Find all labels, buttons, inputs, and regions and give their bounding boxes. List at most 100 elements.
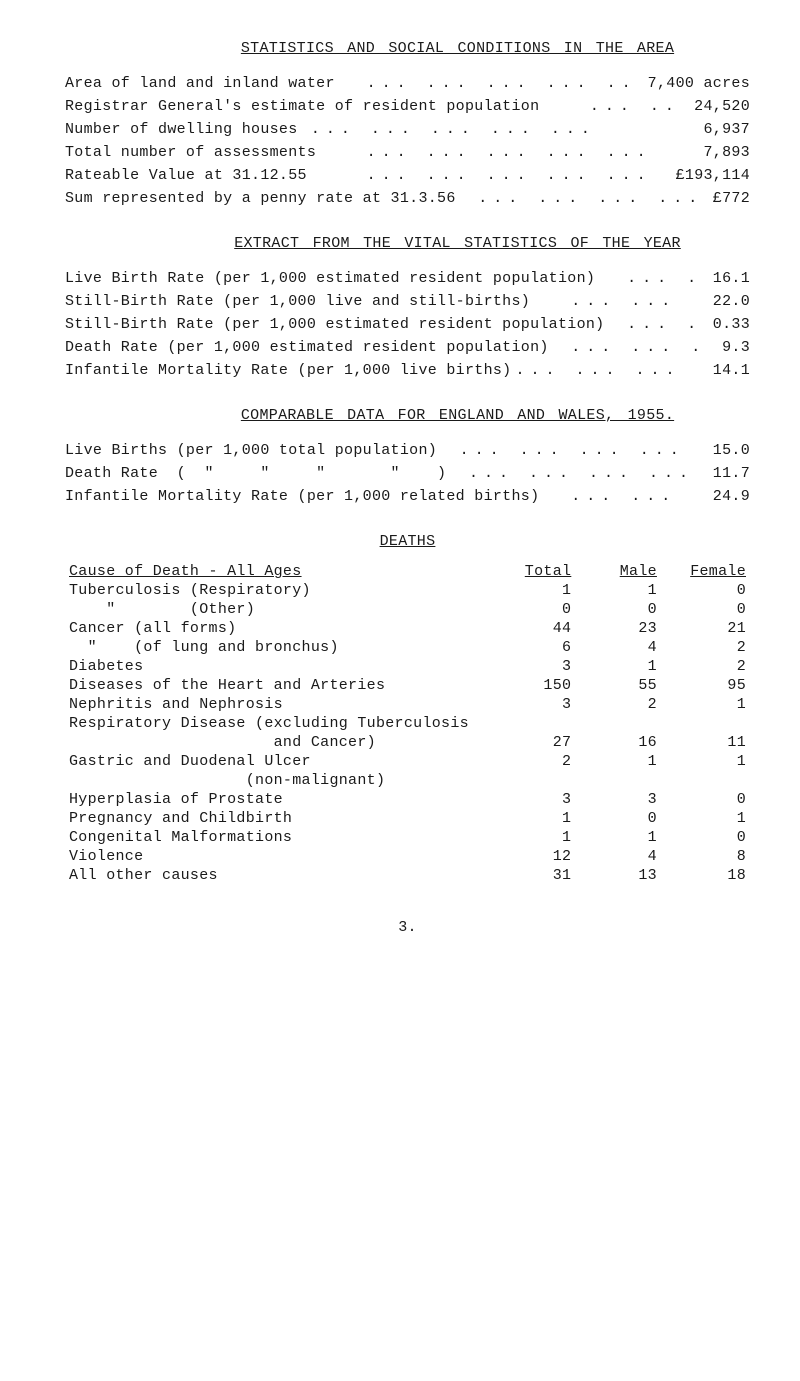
stat-value: 6,937 — [685, 121, 750, 138]
stat-label: Number of dwelling houses — [65, 121, 307, 138]
area-stats-block: Area of land and inland water ... ... ..… — [65, 75, 750, 207]
dot-leader: ... ... ... ... ... — [623, 270, 694, 287]
table-row: Tuberculosis (Respiratory)110 — [65, 581, 750, 600]
stat-label: Live Births (per 1,000 total population) — [65, 442, 456, 459]
stat-value: 16.1 — [694, 270, 750, 287]
col-head-male: Male — [620, 563, 657, 580]
cause-cell: All other causes — [65, 866, 490, 885]
stat-line: Registrar General's estimate of resident… — [65, 98, 750, 115]
male-cell: 0 — [575, 600, 661, 619]
stat-value: £193,114 — [657, 167, 750, 184]
dot-leader: ... ... ... ... ... — [363, 144, 685, 161]
stat-line: Area of land and inland water ... ... ..… — [65, 75, 750, 92]
total-cell: 3 — [490, 657, 576, 676]
cause-cell: Nephritis and Nephrosis — [65, 695, 490, 714]
stat-label: Total number of assessments — [65, 144, 363, 161]
dot-leader: ... ... ... ... ... — [307, 121, 685, 138]
female-cell: 2 — [661, 657, 750, 676]
female-cell — [661, 771, 750, 790]
male-cell: 16 — [575, 733, 661, 752]
cause-cell: " (of lung and bronchus) — [65, 638, 490, 657]
stat-line: Infantile Mortality Rate (per 1,000 live… — [65, 362, 750, 379]
heading-comparable-data: COMPARABLE DATA FOR ENGLAND AND WALES, 1… — [65, 407, 750, 424]
stat-line: Death Rate ( " " " " ) ... ... ... ... .… — [65, 465, 750, 482]
female-cell: 11 — [661, 733, 750, 752]
female-cell — [661, 714, 750, 733]
document-page: STATISTICS AND SOCIAL CONDITIONS IN THE … — [0, 0, 800, 966]
table-row: Violence1248 — [65, 847, 750, 866]
male-cell: 1 — [575, 752, 661, 771]
stat-line: Still-Birth Rate (per 1,000 live and sti… — [65, 293, 750, 310]
stat-label: Still-Birth Rate (per 1,000 live and sti… — [65, 293, 567, 310]
stat-label: Death Rate ( " " " " ) — [65, 465, 465, 482]
extract-stats-block: Live Birth Rate (per 1,000 estimated res… — [65, 270, 750, 379]
female-cell: 0 — [661, 581, 750, 600]
comparable-stats-block: Live Births (per 1,000 total population)… — [65, 442, 750, 505]
stat-label: Area of land and inland water — [65, 75, 363, 92]
male-cell: 2 — [575, 695, 661, 714]
stat-line: Still-Birth Rate (per 1,000 estimated re… — [65, 316, 750, 333]
table-row: Respiratory Disease (excluding Tuberculo… — [65, 714, 750, 733]
male-cell: 1 — [575, 657, 661, 676]
stat-line: Total number of assessments ... ... ... … — [65, 144, 750, 161]
total-cell: 3 — [490, 790, 576, 809]
stat-line: Infantile Mortality Rate (per 1,000 rela… — [65, 488, 750, 505]
stat-value: 22.0 — [694, 293, 750, 310]
dot-leader: ... ... ... ... ... — [456, 442, 695, 459]
table-row: Pregnancy and Childbirth101 — [65, 809, 750, 828]
heading-deaths: DEATHS — [65, 533, 750, 550]
female-cell: 95 — [661, 676, 750, 695]
male-cell: 4 — [575, 638, 661, 657]
stat-line: Live Births (per 1,000 total population)… — [65, 442, 750, 459]
stat-label: Still-Birth Rate (per 1,000 estimated re… — [65, 316, 623, 333]
table-row: All other causes311318 — [65, 866, 750, 885]
stat-value: 24.9 — [694, 488, 750, 505]
female-cell: 1 — [661, 809, 750, 828]
col-head-cause: Cause of Death - All Ages — [69, 563, 302, 580]
male-cell: 55 — [575, 676, 661, 695]
deaths-header-row: Cause of Death - All Ages Total Male Fem… — [65, 562, 750, 581]
dot-leader: ... ... ... ... ... — [623, 316, 694, 333]
male-cell: 3 — [575, 790, 661, 809]
male-cell: 1 — [575, 828, 661, 847]
female-cell: 18 — [661, 866, 750, 885]
dot-leader: ... ... ... ... ... — [363, 167, 657, 184]
table-row: " (Other)000 — [65, 600, 750, 619]
dot-leader: ... ... ... ... ... — [567, 339, 703, 356]
total-cell: 44 — [490, 619, 576, 638]
cause-cell: Diseases of the Heart and Arteries — [65, 676, 490, 695]
total-cell: 0 — [490, 600, 576, 619]
stat-line: Live Birth Rate (per 1,000 estimated res… — [65, 270, 750, 287]
total-cell: 1 — [490, 809, 576, 828]
stat-line: Sum represented by a penny rate at 31.3.… — [65, 190, 750, 207]
table-row: Gastric and Duodenal Ulcer211 — [65, 752, 750, 771]
cause-cell: Gastric and Duodenal Ulcer — [65, 752, 490, 771]
stat-line: Number of dwelling houses ... ... ... ..… — [65, 121, 750, 138]
heading-extract-vital: EXTRACT FROM THE VITAL STATISTICS OF THE… — [65, 235, 750, 252]
male-cell — [575, 771, 661, 790]
total-cell: 1 — [490, 581, 576, 600]
stat-label: Live Birth Rate (per 1,000 estimated res… — [65, 270, 623, 287]
total-cell: 2 — [490, 752, 576, 771]
female-cell: 0 — [661, 600, 750, 619]
cause-cell: " (Other) — [65, 600, 490, 619]
cause-cell: Cancer (all forms) — [65, 619, 490, 638]
table-row: and Cancer)271611 — [65, 733, 750, 752]
col-head-total: Total — [525, 563, 572, 580]
table-row: Diabetes312 — [65, 657, 750, 676]
stat-label: Registrar General's estimate of resident… — [65, 98, 586, 115]
deaths-table: Cause of Death - All Ages Total Male Fem… — [65, 562, 750, 885]
total-cell: 31 — [490, 866, 576, 885]
total-cell: 1 — [490, 828, 576, 847]
male-cell: 1 — [575, 581, 661, 600]
cause-cell: (non-malignant) — [65, 771, 490, 790]
dot-leader: ... ... ... ... ... — [474, 190, 694, 207]
female-cell: 2 — [661, 638, 750, 657]
stat-value: 9.3 — [703, 339, 750, 356]
total-cell: 3 — [490, 695, 576, 714]
total-cell: 27 — [490, 733, 576, 752]
table-row: Hyperplasia of Prostate330 — [65, 790, 750, 809]
total-cell: 12 — [490, 847, 576, 866]
stat-label: Death Rate (per 1,000 estimated resident… — [65, 339, 567, 356]
table-row: Diseases of the Heart and Arteries150559… — [65, 676, 750, 695]
